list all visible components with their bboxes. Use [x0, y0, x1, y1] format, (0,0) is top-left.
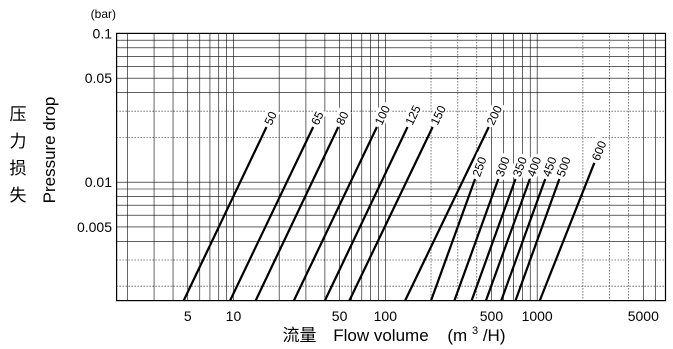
y-axis-title: Pressure drop [40, 97, 59, 204]
series-label-bg [509, 152, 530, 181]
x-axis-unit-superscript: 3 [472, 325, 478, 337]
series-label-bg [482, 100, 506, 129]
x-tick-label: 50 [332, 308, 348, 324]
series-line-80 [254, 126, 340, 302]
x-tick-label: 5 [184, 308, 192, 324]
series-label-125: 125 [401, 100, 425, 129]
series-line-65 [229, 126, 315, 302]
series-label-text: 400 [524, 155, 544, 179]
series-label-text: 65 [308, 109, 327, 127]
y-tick-label: 0.05 [85, 70, 112, 86]
series-line-150 [348, 126, 434, 302]
series-line-100 [292, 126, 378, 302]
grid [116, 33, 666, 301]
x-axis-unit-prefix: (m [447, 326, 467, 345]
series-label-bg [492, 152, 513, 181]
series-label-bg [260, 106, 281, 129]
series-label-bg [332, 106, 352, 129]
series-line-400 [484, 178, 531, 301]
series-label-80: 80 [332, 106, 352, 129]
series-line-600 [538, 162, 596, 302]
series-label-200: 200 [482, 100, 506, 129]
series-label-bg [588, 136, 610, 165]
series-lines [182, 126, 596, 302]
x-tick-label: 10 [226, 308, 242, 324]
y-tick-label: 0.01 [85, 174, 112, 190]
x-tick-label: 5000 [628, 308, 659, 324]
y-tick-labels: 0.1 0.05 0.01 0.005 [77, 25, 112, 235]
series-label-bg [307, 106, 327, 129]
y-unit-label: (bar) [91, 7, 116, 21]
series-label-bg [401, 100, 425, 129]
series-line-500 [514, 178, 561, 301]
series-line-450 [500, 178, 547, 301]
y-tick-label: 0.005 [77, 219, 112, 235]
series-line-300 [453, 178, 500, 301]
series-label-300: 300 [492, 152, 513, 181]
series-label-bg [468, 152, 490, 181]
series-label-bg [538, 152, 560, 181]
series-label-400: 400 [523, 152, 545, 181]
series-label-text: 500 [554, 155, 574, 179]
series-label-65: 65 [307, 106, 327, 129]
x-axis-title: 流量 Flow volume (m 3 /H) [283, 319, 506, 346]
series-label-500: 500 [553, 152, 574, 181]
series-label-600: 600 [588, 136, 610, 165]
series-label-text: 300 [493, 155, 513, 179]
series-label-bg [553, 152, 574, 181]
x-tick-label: 500 [480, 308, 504, 324]
series-label-150: 150 [426, 100, 450, 129]
x-axis-unit-suffix: /H) [483, 326, 506, 345]
series-line-125 [323, 126, 409, 302]
x-tick-labels: 5 10 50 100 500 1000 5000 [184, 308, 659, 324]
series-line-350 [470, 178, 517, 301]
plot-frame [115, 32, 667, 302]
series-label-50: 50 [260, 106, 281, 129]
series-label-text: 600 [589, 139, 610, 163]
x-tick-label: 100 [374, 308, 398, 324]
series-label-100: 100 [370, 100, 394, 129]
series-label-bg [426, 100, 450, 129]
series-label-text: 50 [261, 109, 280, 127]
y-axis-title-zh: 压力损失 [10, 105, 27, 206]
series-line-250 [429, 178, 477, 301]
series-label-bg [370, 100, 394, 129]
series-line-50 [182, 126, 268, 302]
series-line-200 [404, 126, 490, 302]
x-axis-title-main: Flow volume [333, 326, 428, 345]
series-label-text: 250 [470, 155, 490, 179]
series-label-text: 80 [333, 109, 352, 127]
x-tick-label: 1000 [522, 308, 553, 324]
y-tick-label: 0.1 [93, 25, 113, 41]
series-label-bg [523, 152, 545, 181]
x-axis-title-zh: 流量 [283, 326, 317, 346]
series-label-250: 250 [468, 152, 490, 181]
